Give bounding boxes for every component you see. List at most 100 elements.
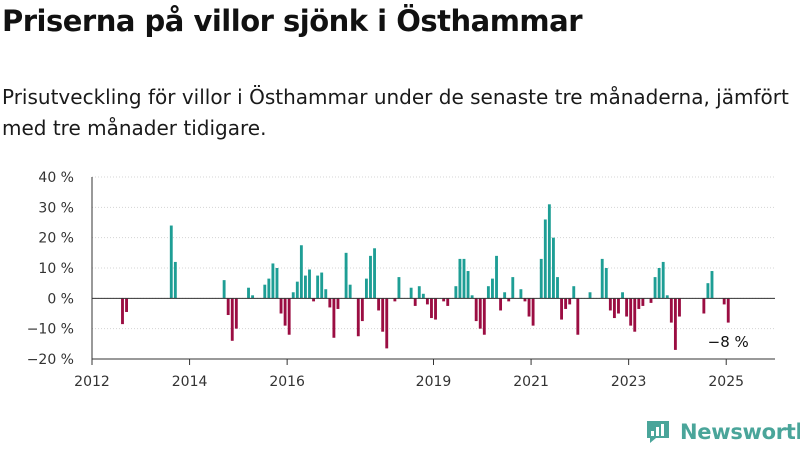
bar — [287, 298, 291, 335]
bar — [661, 261, 665, 299]
bar — [673, 298, 677, 350]
y-tick-label: 40 % — [38, 170, 74, 186]
bar — [653, 277, 657, 299]
bar — [637, 298, 641, 309]
bar — [409, 287, 413, 299]
bar — [234, 298, 238, 329]
bar — [446, 298, 450, 306]
bar — [543, 219, 547, 299]
bar — [263, 284, 267, 299]
bar — [556, 277, 559, 299]
bar — [271, 263, 275, 299]
bar — [369, 255, 372, 299]
bar — [706, 283, 710, 299]
bar — [495, 255, 498, 299]
bar — [377, 298, 381, 311]
bar — [612, 298, 616, 319]
bar — [373, 248, 376, 299]
bar — [657, 268, 661, 299]
x-axis: 2012 2014 2016 2019 2021 2023 2025 — [74, 177, 775, 390]
bar — [430, 298, 433, 319]
bar — [491, 278, 494, 299]
bar-chart: 40 %30 %20 %10 %0 %−10 %−20 % 2012 2014 20… — [27, 170, 775, 390]
chart-subtitle: Prisutveckling för villor i Östhammar un… — [2, 85, 789, 140]
bar — [413, 298, 417, 306]
bar — [320, 272, 324, 299]
bar — [385, 298, 389, 349]
y-tick-label: −10 % — [27, 322, 74, 338]
brand-name: Newsworthy — [680, 420, 800, 444]
bar — [641, 298, 645, 306]
bar — [425, 298, 429, 305]
bar — [478, 298, 482, 329]
bar — [600, 258, 604, 299]
bar — [336, 298, 340, 309]
bar — [507, 298, 511, 302]
bar — [503, 292, 507, 299]
x-tick-label: 2019 — [416, 374, 452, 390]
x-tick-label: 2023 — [611, 374, 647, 390]
bar — [576, 298, 580, 335]
bar — [454, 286, 458, 299]
bar — [486, 286, 490, 299]
bar — [364, 278, 368, 299]
bar — [665, 295, 669, 299]
bar — [291, 292, 295, 299]
bar — [462, 258, 466, 299]
bar — [304, 275, 307, 299]
bar — [470, 295, 474, 299]
bar — [678, 298, 681, 317]
y-axis-labels: 40 % 30 % 20 % 10 % 0 % −10 % −20 % — [27, 170, 74, 368]
bar — [527, 298, 531, 317]
bar — [328, 298, 332, 308]
x-tick-label: 2014 — [172, 374, 208, 390]
bar — [222, 280, 226, 299]
bar — [275, 268, 279, 299]
bar — [230, 298, 234, 341]
bar — [466, 271, 470, 299]
bar — [279, 298, 283, 314]
bar — [393, 298, 397, 302]
y-tick-label: 0 % — [47, 291, 74, 307]
bar — [332, 298, 336, 338]
bar — [572, 286, 576, 299]
bar — [726, 298, 730, 323]
bar — [702, 298, 706, 314]
bar — [173, 261, 177, 299]
bar — [226, 298, 230, 316]
bar — [125, 298, 128, 312]
y-tick-label: 10 % — [38, 261, 74, 277]
gridlines — [92, 176, 775, 360]
y-tick-label: −20 % — [27, 352, 74, 368]
x-tick-label: 2021 — [513, 374, 549, 390]
bar — [547, 204, 551, 299]
bar — [608, 298, 612, 311]
x-tick-label: 2012 — [74, 374, 110, 390]
bars — [92, 204, 775, 350]
bar — [121, 298, 124, 325]
bar — [417, 286, 421, 299]
bar — [169, 225, 173, 299]
bar — [356, 298, 360, 337]
chart-title: Priserna på villor sjönk i Östhammar — [2, 4, 583, 38]
bar — [617, 298, 620, 314]
y-tick-label: 30 % — [38, 200, 74, 216]
bar — [511, 277, 515, 299]
annotation-group: −8 % — [708, 333, 749, 351]
bar — [568, 298, 572, 305]
bar — [458, 258, 462, 299]
bar — [308, 269, 311, 299]
last-value-label: −8 % — [708, 333, 749, 351]
bar — [519, 289, 523, 299]
bar — [621, 292, 624, 299]
bar — [604, 268, 608, 299]
bar — [283, 298, 287, 326]
bar — [629, 298, 633, 326]
bar — [499, 298, 503, 311]
bar — [633, 298, 637, 332]
bar — [523, 298, 527, 302]
bar — [251, 295, 255, 299]
bar — [710, 271, 714, 299]
bar — [267, 278, 271, 299]
bar — [564, 298, 568, 309]
